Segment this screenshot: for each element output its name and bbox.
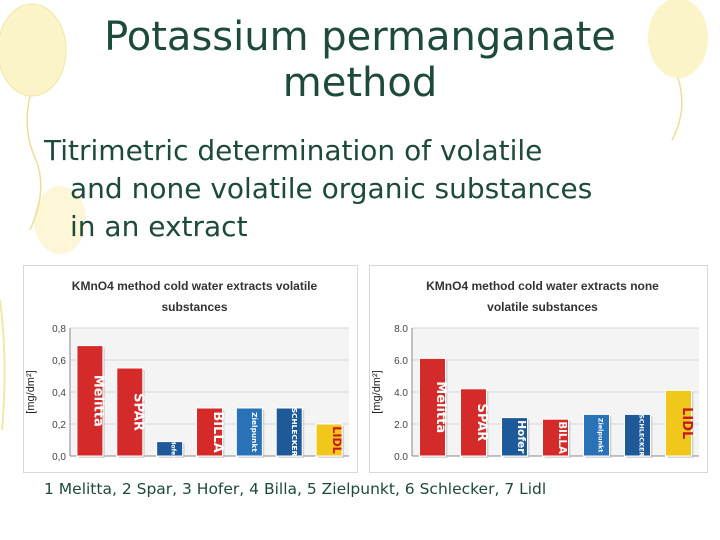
y-tick-label: 0,8 xyxy=(52,324,66,335)
bar-brand-label: Melitta xyxy=(433,381,448,433)
y-axis-label: [mg/dm²] xyxy=(371,370,383,413)
chart-title-line-1: KMnO4 method cold water extracts volatil… xyxy=(72,279,318,293)
bar xyxy=(665,389,692,457)
bar-brand-label: LIDL xyxy=(679,407,694,439)
slide-title: Potassium permanganate method xyxy=(0,14,720,106)
bar-billa: BILLA xyxy=(196,407,225,458)
y-tick-label: 0,0 xyxy=(52,452,66,463)
bar xyxy=(235,407,263,457)
bar-spar: SPAR xyxy=(460,388,489,458)
chart-volatile: KMnO4 method cold water extracts volatil… xyxy=(23,265,358,473)
chart-title-line-1: KMnO4 method cold water extracts none xyxy=(426,279,659,293)
bar-brand-label: Melitta xyxy=(90,375,105,427)
bar-brand-label: Zielpunkt xyxy=(597,418,605,452)
bar-melitta: Melitta xyxy=(419,357,448,458)
bar-brand-label: SPAR xyxy=(130,393,145,431)
bar xyxy=(501,417,528,457)
bar-spar: SPAR xyxy=(116,367,145,458)
brand-legend-caption: 1 Melitta, 2 Spar, 3 Hofer, 4 Billa, 5 Z… xyxy=(44,480,547,498)
bar-schlecker: SCHLECKER xyxy=(624,413,653,458)
bar-brand-label: Zielpunkt xyxy=(250,412,259,452)
chart-svg: KMnO4 method cold water extracts volatil… xyxy=(25,279,349,463)
slide-title-line-1: Potassium permanganate xyxy=(104,14,616,60)
bar-billa: BILLA xyxy=(542,418,571,458)
y-tick-label: 4.0 xyxy=(394,388,408,399)
bar-brand-label: SCHLECKER xyxy=(638,414,646,456)
bar-brand-label: Hofer xyxy=(515,420,528,454)
chart-svg: KMnO4 method cold water extracts none vol… xyxy=(371,279,699,463)
slide-title-line-2: method xyxy=(282,60,438,106)
bar-lidl: LIDL xyxy=(665,389,694,458)
bar-zielpunkt: Zielpunkt xyxy=(235,407,265,458)
bar-hofer: Hofer xyxy=(501,417,530,458)
bar xyxy=(196,407,223,457)
bar-schlecker: SCHLECKER xyxy=(275,407,305,458)
bar xyxy=(275,407,303,457)
bar xyxy=(156,441,184,457)
bar-melitta: Melitta xyxy=(76,345,105,458)
subtitle-line-3: in an extract xyxy=(70,210,248,243)
subtitle-line-2: and none volatile organic substances xyxy=(70,172,593,205)
y-tick-label: 6.0 xyxy=(394,356,408,367)
bar xyxy=(542,418,569,457)
y-axis-label: [mg/dm²] xyxy=(25,370,37,413)
chart-non-volatile: KMnO4 method cold water extracts none vol… xyxy=(369,265,708,473)
bar-brand-label: SPAR xyxy=(474,404,489,442)
bar xyxy=(624,413,651,457)
bar-brand-label: SCHLECKER xyxy=(290,408,299,457)
bar-brand-label: BILLA xyxy=(210,411,225,452)
bar xyxy=(419,357,446,457)
bar-hofer: Hofer xyxy=(156,439,185,458)
slide-subtitle: Titrimetric determination of volatile an… xyxy=(44,132,704,246)
y-tick-label: 8.0 xyxy=(394,324,408,335)
bar xyxy=(116,367,144,457)
chart-title-line-2: substances xyxy=(161,300,227,314)
y-tick-label: 0,6 xyxy=(52,356,66,367)
bar-brand-label: Hofer xyxy=(170,439,177,458)
bar xyxy=(460,388,487,457)
y-tick-label: 2.0 xyxy=(394,420,408,431)
bar-lidl: LIDL xyxy=(315,423,345,458)
bar xyxy=(583,413,610,457)
y-tick-label: 0.0 xyxy=(394,452,408,463)
subtitle-line-1: Titrimetric determination of volatile xyxy=(44,134,543,167)
bar xyxy=(315,423,343,457)
bar xyxy=(76,345,104,457)
y-tick-label: 0,4 xyxy=(52,388,66,399)
bar-brand-label: LIDL xyxy=(330,426,343,454)
bar-brand-label: BILLA xyxy=(556,421,567,454)
bar-zielpunkt: Zielpunkt xyxy=(583,413,612,458)
chart-title-line-2: volatile substances xyxy=(487,300,598,314)
y-tick-label: 0,2 xyxy=(52,420,66,431)
